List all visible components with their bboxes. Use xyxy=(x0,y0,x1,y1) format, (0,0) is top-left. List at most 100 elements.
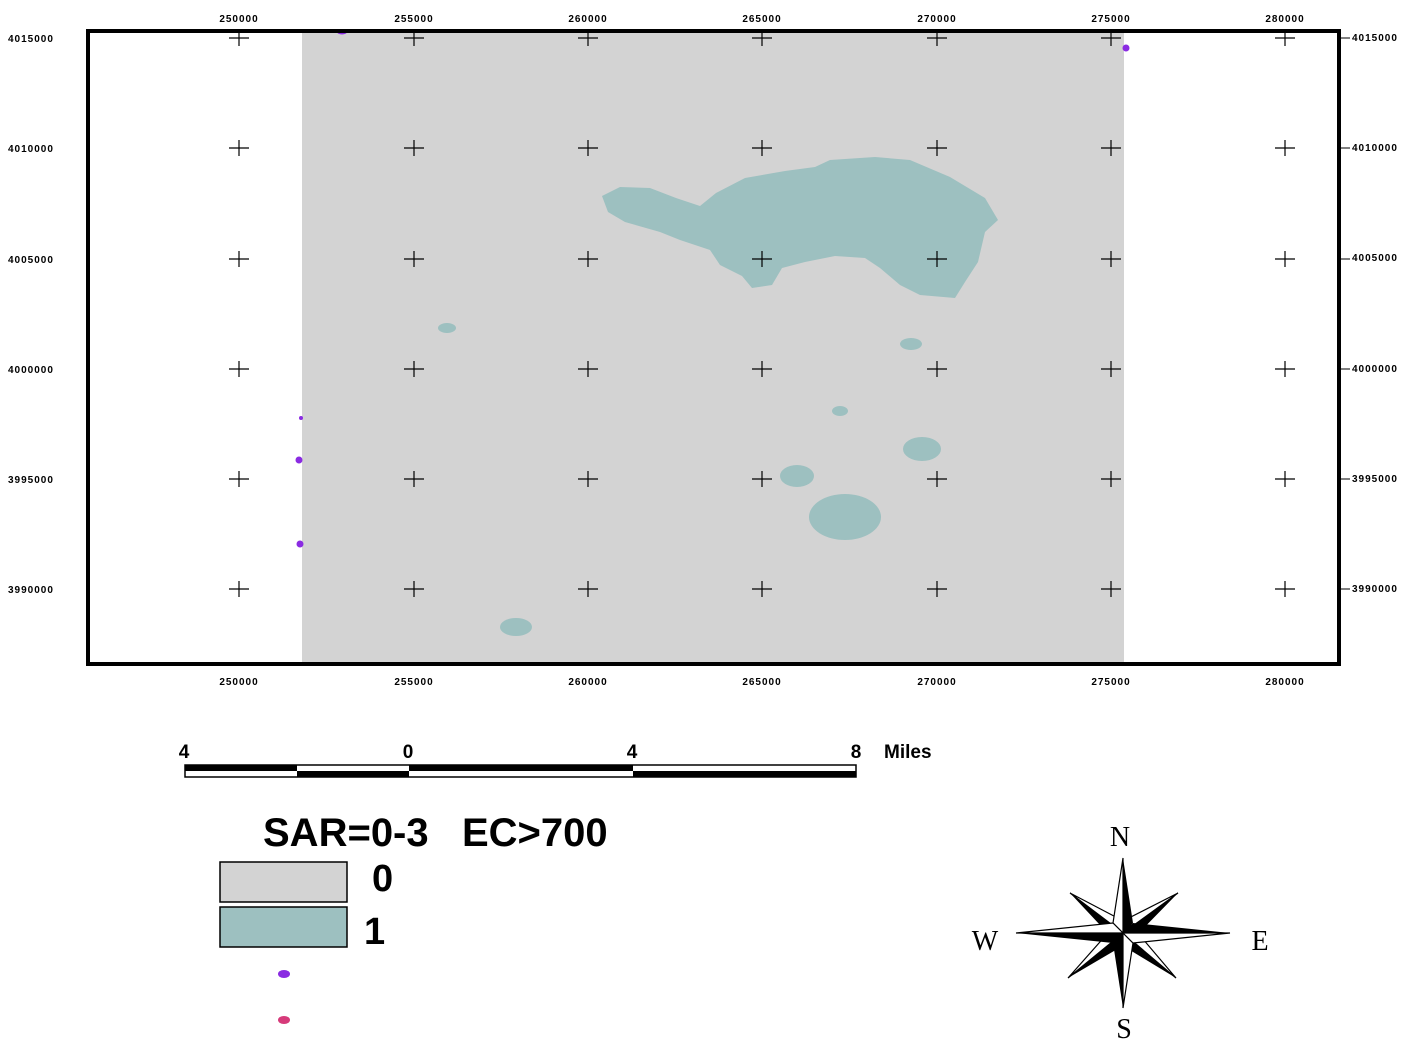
y-tick-label: 4010000 xyxy=(8,144,54,155)
graticule-cross xyxy=(927,251,947,267)
graticule-cross xyxy=(752,140,772,156)
north-arrow: N E S W xyxy=(972,822,1269,1040)
graticule-cross xyxy=(1101,581,1121,597)
graticule-cross xyxy=(578,471,598,487)
graticule-cross xyxy=(927,471,947,487)
graticule-cross xyxy=(578,251,598,267)
y-tick-label: 4010000 xyxy=(1352,143,1398,154)
graticule-cross xyxy=(1275,471,1295,487)
graticule-cross xyxy=(752,471,772,487)
scale-bar-segment xyxy=(297,771,409,777)
y-tick-label: 4005000 xyxy=(8,255,54,266)
legend-swatch-class-0 xyxy=(219,861,348,903)
sample-point xyxy=(295,456,303,464)
compass-rose-icon xyxy=(1015,857,1231,1009)
x-tick-label: 255000 xyxy=(394,14,433,25)
y-tick-label: 4015000 xyxy=(1352,33,1398,44)
graticule-cross xyxy=(1101,140,1121,156)
x-tick-label: 250000 xyxy=(219,14,258,25)
scale-bar-label: 8 xyxy=(851,742,862,763)
class-1-patch-main xyxy=(602,157,998,298)
scale-bar: 4 0 4 8 Miles xyxy=(179,742,932,778)
graticule-cross xyxy=(404,251,424,267)
sample-point xyxy=(296,540,304,548)
scale-bar-label: 4 xyxy=(179,742,190,763)
map-frame xyxy=(86,29,1350,666)
x-tick-label: 270000 xyxy=(917,14,956,25)
scale-bar-segment xyxy=(409,765,633,771)
y-tick-label: 4015000 xyxy=(8,34,54,45)
x-tick-label: 250000 xyxy=(219,677,258,688)
graticule-cross xyxy=(229,251,249,267)
x-tick-label: 275000 xyxy=(1091,14,1130,25)
graticule-cross xyxy=(752,581,772,597)
x-tick-label: 270000 xyxy=(917,677,956,688)
y-tick-label: 4000000 xyxy=(8,365,54,376)
graticule-cross xyxy=(578,581,598,597)
graticule-cross xyxy=(404,581,424,597)
graticule-cross xyxy=(404,361,424,377)
graticule-cross xyxy=(404,140,424,156)
legend-point-pink xyxy=(278,1016,290,1024)
graticule-cross xyxy=(752,251,772,267)
graticule-cross xyxy=(1275,251,1295,267)
graticule-cross xyxy=(1275,581,1295,597)
graticule-cross xyxy=(1101,361,1121,377)
graticule-cross xyxy=(229,581,249,597)
map-frame-border xyxy=(86,29,1341,666)
legend-swatch-class-1 xyxy=(219,906,348,948)
x-axis-bottom-labels: 250000 255000 260000 265000 270000 27500… xyxy=(219,677,1304,688)
graticule-cross xyxy=(1275,361,1295,377)
y-axis-right-labels: 4015000 4010000 4005000 4000000 3995000 … xyxy=(1352,33,1398,595)
graticule-cross xyxy=(927,140,947,156)
scale-bar-label: 4 xyxy=(627,742,638,763)
x-tick-label: 280000 xyxy=(1265,14,1304,25)
class-1-patch xyxy=(903,437,941,461)
class-1-patch xyxy=(780,465,814,487)
graticule-cross xyxy=(229,361,249,377)
graticule-cross xyxy=(229,471,249,487)
graticule-cross xyxy=(578,361,598,377)
x-tick-label: 265000 xyxy=(742,14,781,25)
x-tick-label: 265000 xyxy=(742,677,781,688)
scale-bar-label: 0 xyxy=(403,742,414,763)
y-tick-label: 4000000 xyxy=(1352,364,1398,375)
legend: SAR=0-3 EC>700 0 1 xyxy=(219,811,608,1024)
raster-class-1-patches xyxy=(438,157,998,636)
x-tick-label: 280000 xyxy=(1265,677,1304,688)
y-tick-label: 3995000 xyxy=(1352,474,1398,485)
scale-bar-segment xyxy=(633,771,856,777)
graticule-cross xyxy=(927,581,947,597)
class-1-patch xyxy=(832,406,848,416)
y-tick-label: 3990000 xyxy=(1352,584,1398,595)
x-tick-label: 260000 xyxy=(568,677,607,688)
y-tick-label: 3990000 xyxy=(8,585,54,596)
sample-point xyxy=(1122,44,1130,52)
graticule-cross xyxy=(752,361,772,377)
graticule-cross xyxy=(1101,251,1121,267)
legend-label-class-1: 1 xyxy=(364,911,385,953)
legend-title: SAR=0-3 EC>700 xyxy=(263,811,608,855)
x-tick-label: 275000 xyxy=(1091,677,1130,688)
y-tick-label: 3995000 xyxy=(8,475,54,486)
graticule-cross xyxy=(927,361,947,377)
x-tick-label: 260000 xyxy=(568,14,607,25)
scale-bar-segment xyxy=(185,765,297,771)
graticule-cross xyxy=(229,140,249,156)
legend-point-purple xyxy=(278,970,290,978)
y-tick-label: 4005000 xyxy=(1352,253,1398,264)
compass-label-west: W xyxy=(972,926,999,957)
class-1-patch xyxy=(809,494,881,540)
graticule-cross xyxy=(578,140,598,156)
y-axis-left-labels: 4015000 4010000 4005000 4000000 3995000 … xyxy=(8,34,54,596)
compass-label-east: E xyxy=(1251,926,1268,957)
graticule-cross xyxy=(404,471,424,487)
compass-label-south: S xyxy=(1116,1014,1132,1040)
compass-label-north: N xyxy=(1110,822,1130,853)
class-1-patch xyxy=(500,618,532,636)
class-1-patch xyxy=(438,323,456,333)
legend-label-class-0: 0 xyxy=(372,858,393,900)
graticule-crosses xyxy=(229,30,1350,597)
graticule-cross xyxy=(1101,471,1121,487)
